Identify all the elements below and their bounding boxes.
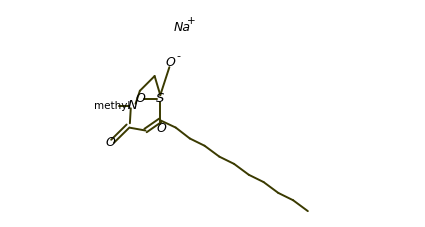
Text: O: O xyxy=(156,121,166,135)
Text: O: O xyxy=(165,56,175,69)
Text: N: N xyxy=(128,99,138,112)
Text: S: S xyxy=(156,92,164,105)
Text: -: - xyxy=(177,51,181,61)
Text: +: + xyxy=(187,16,196,26)
Text: methyl: methyl xyxy=(94,101,131,111)
Text: O: O xyxy=(105,136,115,149)
Text: Na: Na xyxy=(173,21,190,34)
Text: O: O xyxy=(135,91,145,105)
